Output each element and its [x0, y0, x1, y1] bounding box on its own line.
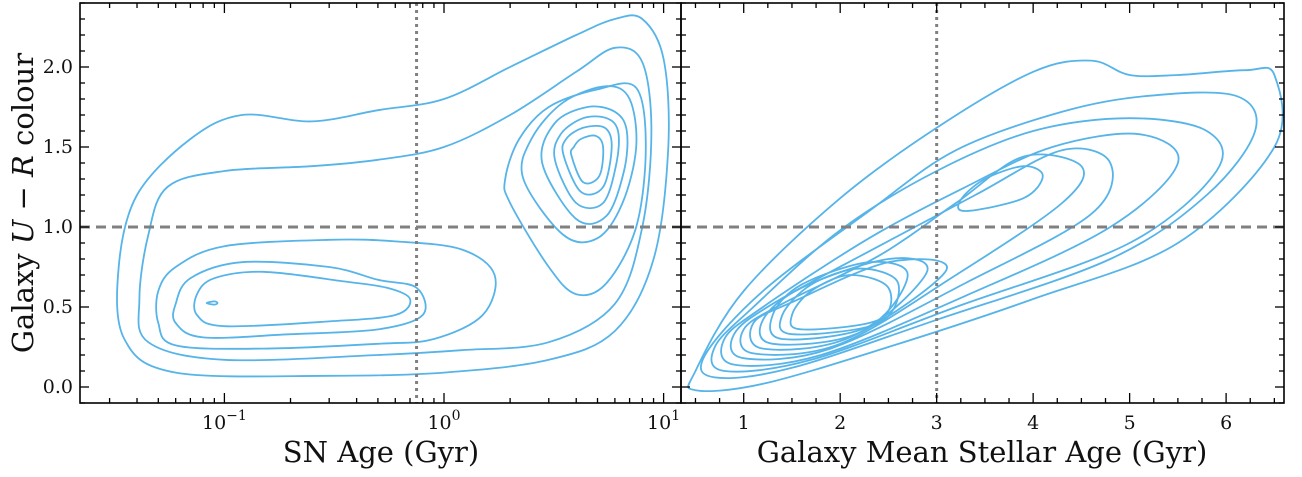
y-tick-label: 0.5	[43, 296, 73, 318]
right-contour-level-10	[778, 267, 900, 336]
left-x-axis-title: SN Age (Gyr)	[283, 435, 479, 469]
left-contour-level-6	[205, 300, 219, 306]
right-plot-frame	[680, 2, 1285, 404]
left-contour-level-11	[561, 124, 613, 196]
left-reference-lines	[80, 3, 681, 403]
right-contours	[687, 59, 1284, 392]
right-contour-level-7	[749, 258, 948, 351]
left-contour-level-1	[116, 14, 670, 378]
left-contour-level-5	[193, 270, 412, 328]
right-contour-level-8	[758, 257, 929, 346]
right-contour-level-4	[720, 132, 1180, 367]
left-x-tick-label: 101	[647, 408, 680, 434]
right-ticks: 1 2 3 4 5 6	[681, 2, 1284, 434]
right-contour-level-2	[699, 91, 1258, 380]
right-x-tick-label: 1	[738, 412, 750, 434]
y-tick-label: 1.0	[43, 216, 73, 238]
right-x-tick-label: 4	[1027, 412, 1039, 434]
right-contour-level-11	[789, 274, 893, 331]
left-x-tick-label: 100	[427, 408, 460, 434]
left-x-tick-label: 10−1	[202, 408, 247, 434]
left-contour-level-4	[172, 260, 427, 339]
left-contour-level-10	[553, 115, 620, 210]
right-contour-level-9	[769, 260, 909, 341]
left-contour-level-2	[137, 46, 653, 362]
left-contour-level-3	[155, 238, 497, 350]
right-contour-level-1	[687, 59, 1284, 392]
left-panel: 0.0 0.5 1.0 1.5 2.0 10−1 100 101 SN Age (Gyr) G…	[6, 2, 682, 469]
left-contour-level-9	[540, 105, 629, 225]
y-tick-label: 2.0	[43, 56, 73, 78]
right-x-tick-label: 3	[931, 412, 943, 434]
right-x-tick-label: 5	[1124, 412, 1136, 434]
right-contour-level-5	[729, 147, 1114, 361]
right-x-tick-label: 6	[1220, 412, 1232, 434]
right-contour-level-12	[957, 165, 1044, 212]
right-reference-lines	[681, 3, 1284, 403]
left-contour-level-8	[520, 85, 638, 244]
y-axis-title: Galaxy U − R colour	[6, 53, 40, 353]
right-x-tick-label: 2	[834, 412, 846, 434]
left-contours	[116, 14, 670, 378]
right-panel: 1 2 3 4 5 6 Galaxy Mean Stellar Age (Gyr)	[680, 2, 1285, 469]
left-contour-level-12	[569, 134, 605, 185]
y-tick-label: 1.5	[43, 136, 73, 158]
y-tick-label: 0.0	[43, 376, 73, 398]
right-x-axis-title: Galaxy Mean Stellar Age (Gyr)	[757, 435, 1208, 469]
left-contour-level-7	[503, 82, 647, 297]
left-ticks: 0.0 0.5 1.0 1.5 2.0 10−1 100 101	[43, 2, 681, 434]
